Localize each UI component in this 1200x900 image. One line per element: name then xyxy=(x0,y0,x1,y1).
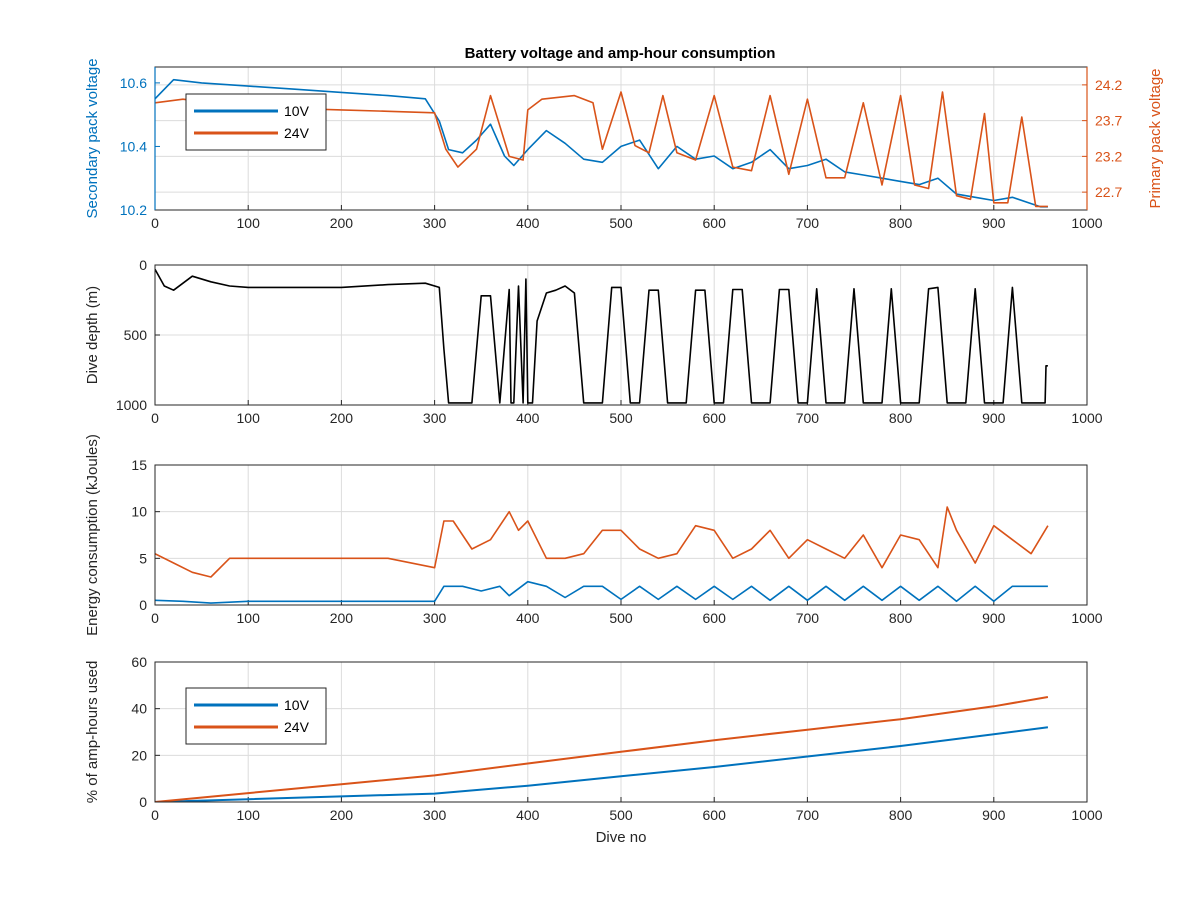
y-tick-label-right: 22.7 xyxy=(1095,184,1122,200)
y-tick-label: 1000 xyxy=(116,397,147,413)
series-line-24v xyxy=(155,696,1049,802)
x-tick-label: 800 xyxy=(889,410,913,426)
legend-label-24v: 24V xyxy=(284,125,310,141)
y-tick-label: 20 xyxy=(131,747,147,763)
x-tick-label: 800 xyxy=(889,610,913,626)
y-tick-label: 15 xyxy=(131,457,147,473)
y-tick-label: 0 xyxy=(139,794,147,810)
x-tick-label: 900 xyxy=(982,807,1006,823)
x-tick-label: 0 xyxy=(151,610,159,626)
x-tick-label: 100 xyxy=(237,410,261,426)
subplots: 0 100 200 300 400 500 600 700 800 900 100010.210.4… xyxy=(84,58,1164,846)
x-tick-label: 300 xyxy=(423,610,447,626)
x-tick-label: 400 xyxy=(516,410,540,426)
x-tick-label: 1000 xyxy=(1071,215,1102,231)
y-axis-label: % of amp-hours used xyxy=(84,661,101,804)
y-tick-label: 10.2 xyxy=(120,202,147,218)
subplot-2: 0 100 200 300 400 500 600 700 800 900 100005001000… xyxy=(84,257,1103,426)
subplot-3: 0 100 200 300 400 500 600 700 800 900 1000 0 5 10 15 En… xyxy=(84,434,1103,636)
x-tick-label: 500 xyxy=(609,610,633,626)
figure-title: Battery voltage and amp-hour consumption xyxy=(465,45,776,62)
x-tick-label: 600 xyxy=(703,410,727,426)
x-tick-label: 1000 xyxy=(1071,807,1102,823)
series-line-10v xyxy=(155,726,1049,802)
x-tick-label: 900 xyxy=(982,410,1006,426)
y-tick-label-right: 23.2 xyxy=(1095,148,1122,164)
x-tick-label: 500 xyxy=(609,807,633,823)
x-tick-label: 300 xyxy=(423,410,447,426)
x-tick-label: 100 xyxy=(237,215,261,231)
y-tick-label: 500 xyxy=(124,327,148,343)
axes-box xyxy=(154,264,1088,406)
x-axis-label: Dive no xyxy=(596,829,647,846)
legend-label-10v: 10V xyxy=(284,697,310,713)
y-tick-label: 10.4 xyxy=(120,138,147,154)
legend-box xyxy=(185,687,327,745)
y-tick-label-right: 24.2 xyxy=(1095,77,1122,93)
x-tick-label: 400 xyxy=(516,215,540,231)
series-line-depth xyxy=(155,268,1048,404)
x-tick-label: 0 xyxy=(151,215,159,231)
x-tick-label: 800 xyxy=(889,807,913,823)
x-tick-label: 200 xyxy=(330,410,354,426)
x-tick-label: 300 xyxy=(423,807,447,823)
x-tick-label: 600 xyxy=(703,807,727,823)
y-tick-label: 10 xyxy=(131,504,147,520)
x-tick-label: 800 xyxy=(889,215,913,231)
x-tick-label: 900 xyxy=(982,215,1006,231)
x-tick-label: 500 xyxy=(609,215,633,231)
x-tick-label: 0 xyxy=(151,807,159,823)
x-tick-label: 900 xyxy=(982,610,1006,626)
axes-box xyxy=(154,464,1088,606)
y-axis-label: Secondary pack voltage xyxy=(84,58,101,218)
subplot-1: 0 100 200 300 400 500 600 700 800 900 1000 10.2 10.4… xyxy=(84,58,1164,231)
subplot-4: 0 100 200 300 400 500 600 700 800 900 1000 0 20 40 60%… xyxy=(84,654,1103,846)
series-line-10v xyxy=(155,78,1048,208)
x-tick-label: 0 xyxy=(151,410,159,426)
x-tick-label: 600 xyxy=(703,215,727,231)
x-tick-label: 700 xyxy=(796,807,820,823)
y-tick-label-right: 23.7 xyxy=(1095,113,1122,129)
axes-box xyxy=(154,661,1088,803)
x-tick-label: 200 xyxy=(330,610,354,626)
y-tick-label: 0 xyxy=(139,257,147,273)
x-tick-label: 1000 xyxy=(1071,410,1102,426)
x-tick-label: 1000 xyxy=(1071,610,1102,626)
y-tick-label: 0 xyxy=(139,597,147,613)
x-tick-label: 300 xyxy=(423,215,447,231)
x-tick-label: 700 xyxy=(796,610,820,626)
x-tick-label: 700 xyxy=(796,215,820,231)
x-tick-label: 600 xyxy=(703,610,727,626)
series-line-10v xyxy=(155,580,1048,604)
x-tick-label: 200 xyxy=(330,807,354,823)
x-tick-label: 100 xyxy=(237,610,261,626)
y-tick-label: 5 xyxy=(139,550,147,566)
x-tick-label: 400 xyxy=(516,807,540,823)
legend-box xyxy=(185,93,327,151)
x-tick-label: 700 xyxy=(796,410,820,426)
y-tick-label: 40 xyxy=(131,701,147,717)
y-axis-label: Dive depth (m) xyxy=(84,286,101,384)
series-line-24v xyxy=(155,91,1048,208)
x-tick-label: 400 xyxy=(516,610,540,626)
y-tick-label: 10.6 xyxy=(120,75,147,91)
y-axis-label: Energy consumption (kJoules) xyxy=(84,434,101,636)
x-tick-label: 200 xyxy=(330,215,354,231)
series-line-24v xyxy=(155,506,1049,578)
legend-label-24v: 24V xyxy=(284,719,310,735)
y-axis-label-right: Primary pack voltage xyxy=(1147,68,1164,208)
x-tick-label: 500 xyxy=(609,410,633,426)
x-tick-label: 100 xyxy=(237,807,261,823)
y-tick-label: 60 xyxy=(131,654,147,670)
legend-label-10v: 10V xyxy=(284,103,310,119)
